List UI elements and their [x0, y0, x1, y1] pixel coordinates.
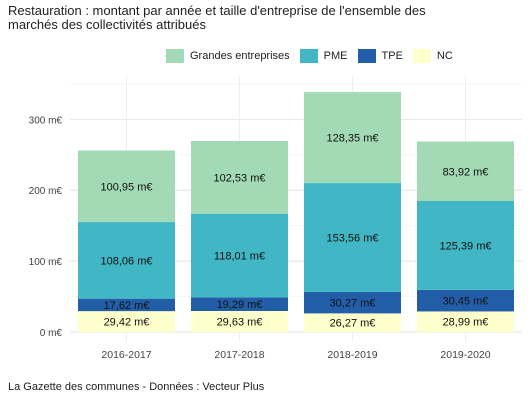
bar-segment-nc: [78, 311, 175, 332]
x-tick-label: 2019-2020: [440, 349, 490, 361]
bar-segment-tpe: [78, 298, 175, 312]
y-tick-label: 0 m€: [40, 328, 63, 339]
legend-item: Grandes entreprises: [166, 49, 290, 63]
y-tick-label: 200 m€: [29, 186, 63, 197]
bar-segment-tpe: [417, 289, 514, 312]
data-label-tpe: 30,45 m€: [443, 296, 489, 308]
legend-label: PME: [323, 50, 348, 62]
bar-segment-grandes-entreprises: [191, 141, 288, 214]
data-label-tpe: 30,27 m€: [330, 298, 376, 310]
legend: Grandes entreprises PME TPE NC: [166, 47, 463, 65]
legend-item: PME: [299, 49, 348, 63]
legend-item: TPE: [357, 49, 403, 63]
bar-segment-nc: [417, 311, 514, 332]
data-label-grandes-entreprises: 128,35 m€: [327, 133, 379, 145]
chart-title: Restauration : montant par année et tail…: [8, 3, 426, 32]
data-label-nc: 28,99 m€: [443, 317, 489, 329]
y-tick-label: 100 m€: [29, 257, 63, 268]
legend-swatch: [299, 49, 318, 63]
legend-item: NC: [412, 49, 453, 63]
legend-swatch: [357, 49, 376, 63]
bar-segment-pme: [191, 213, 288, 298]
bar-segment-grandes-entreprises: [417, 141, 514, 201]
bar-segment-nc: [191, 310, 288, 332]
x-tick-label: 2016-2017: [101, 349, 151, 361]
bar-segment-pme: [417, 200, 514, 290]
bar-segment-pme: [304, 183, 401, 292]
data-label-nc: 26,27 m€: [330, 318, 376, 330]
data-label-grandes-entreprises: 100,95 m€: [101, 181, 153, 193]
data-label-pme: 125,39 m€: [440, 240, 492, 252]
bar-segment-grandes-entreprises: [78, 150, 175, 223]
legend-label: NC: [436, 50, 453, 62]
x-tick-label: 2017-2018: [214, 349, 264, 361]
bar-segment-grandes-entreprises: [304, 92, 401, 184]
data-label-pme: 118,01 m€: [214, 251, 265, 263]
bar-segment-tpe: [304, 291, 401, 314]
legend-label: TPE: [381, 50, 403, 62]
source-note: La Gazette des communes - Données : Vect…: [8, 381, 265, 393]
legend-swatch: [166, 49, 184, 63]
data-label-pme: 108,06 m€: [101, 255, 153, 267]
x-tick-label: 2018-2019: [327, 349, 377, 361]
bar-segment-nc: [304, 313, 401, 332]
legend-label: Grandes entreprises: [190, 50, 290, 62]
data-label-grandes-entreprises: 102,53 m€: [214, 172, 266, 184]
data-label-tpe: 17,62 m€: [104, 300, 150, 312]
data-label-nc: 29,42 m€: [104, 317, 150, 329]
data-label-nc: 29,63 m€: [217, 316, 263, 328]
data-label-pme: 153,56 m€: [327, 233, 379, 245]
bar-segment-tpe: [191, 297, 288, 311]
y-tick-label: 300 m€: [29, 115, 63, 126]
bar-segment-pme: [78, 222, 175, 299]
data-label-grandes-entreprises: 83,92 m€: [443, 166, 489, 178]
legend-swatch: [412, 49, 431, 63]
data-label-tpe: 19,29 m€: [217, 299, 263, 311]
